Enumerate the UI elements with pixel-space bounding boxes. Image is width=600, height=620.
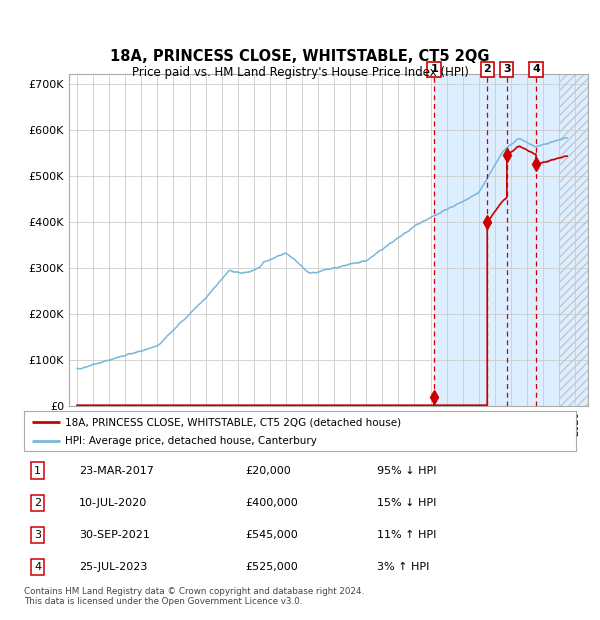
- Text: 10-JUL-2020: 10-JUL-2020: [79, 498, 148, 508]
- Text: 25-JUL-2023: 25-JUL-2023: [79, 562, 148, 572]
- Bar: [434, 74, 588, 406]
- Text: 11% ↑ HPI: 11% ↑ HPI: [377, 530, 437, 540]
- Text: 15% ↓ HPI: 15% ↓ HPI: [377, 498, 437, 508]
- Text: 30-SEP-2021: 30-SEP-2021: [79, 530, 150, 540]
- Text: 23-MAR-2017: 23-MAR-2017: [79, 466, 154, 476]
- Text: 18A, PRINCESS CLOSE, WHITSTABLE, CT5 2QG: 18A, PRINCESS CLOSE, WHITSTABLE, CT5 2QG: [110, 49, 490, 64]
- Text: 1: 1: [430, 64, 438, 74]
- Text: HPI: Average price, detached house, Canterbury: HPI: Average price, detached house, Cant…: [65, 436, 317, 446]
- Text: £20,000: £20,000: [245, 466, 290, 476]
- Text: Price paid vs. HM Land Registry's House Price Index (HPI): Price paid vs. HM Land Registry's House …: [131, 66, 469, 79]
- Text: 95% ↓ HPI: 95% ↓ HPI: [377, 466, 437, 476]
- Text: 2: 2: [34, 498, 41, 508]
- Text: 3: 3: [503, 64, 511, 74]
- Text: 4: 4: [34, 562, 41, 572]
- Text: £400,000: £400,000: [245, 498, 298, 508]
- Text: £545,000: £545,000: [245, 530, 298, 540]
- Text: 4: 4: [532, 64, 540, 74]
- Text: 3% ↑ HPI: 3% ↑ HPI: [377, 562, 430, 572]
- Text: 3: 3: [34, 530, 41, 540]
- Text: 18A, PRINCESS CLOSE, WHITSTABLE, CT5 2QG (detached house): 18A, PRINCESS CLOSE, WHITSTABLE, CT5 2QG…: [65, 417, 401, 427]
- Text: Contains HM Land Registry data © Crown copyright and database right 2024.
This d: Contains HM Land Registry data © Crown c…: [24, 587, 364, 606]
- Text: £525,000: £525,000: [245, 562, 298, 572]
- Text: 2: 2: [484, 64, 491, 74]
- Text: 1: 1: [34, 466, 41, 476]
